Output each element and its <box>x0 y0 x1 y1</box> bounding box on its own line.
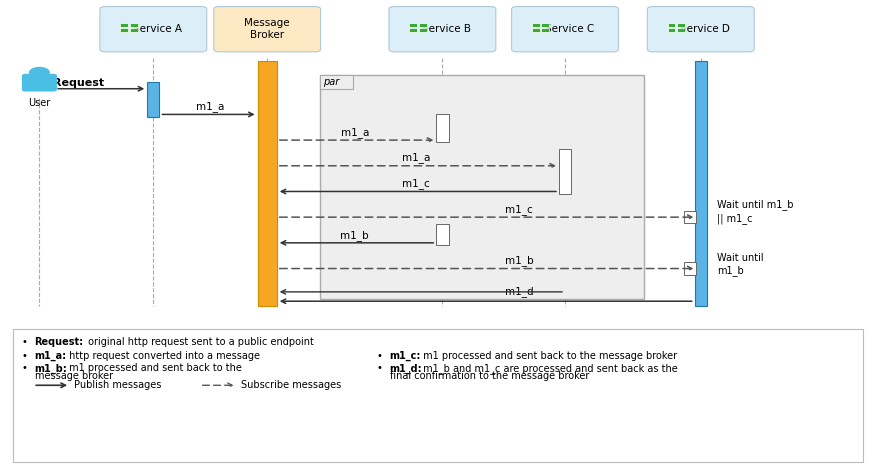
FancyBboxPatch shape <box>541 22 549 27</box>
Text: m1_b: m1_b <box>505 255 533 266</box>
FancyBboxPatch shape <box>100 7 207 52</box>
FancyBboxPatch shape <box>214 7 321 52</box>
Text: m1_b:: m1_b: <box>34 363 67 374</box>
Text: Wait until m1_b
|| m1_c: Wait until m1_b || m1_c <box>717 199 794 224</box>
FancyBboxPatch shape <box>120 28 128 32</box>
FancyBboxPatch shape <box>419 22 427 27</box>
Bar <box>147 82 159 117</box>
Text: Service C: Service C <box>545 24 594 34</box>
Text: •: • <box>377 351 385 361</box>
Text: m1 processed and sent back to the: m1 processed and sent back to the <box>66 363 242 373</box>
Text: Message
Broker: Message Broker <box>244 18 290 40</box>
Text: Service D: Service D <box>681 24 730 34</box>
Text: Service B: Service B <box>422 24 471 34</box>
Text: Service A: Service A <box>133 24 182 34</box>
Text: •: • <box>22 337 31 347</box>
Bar <box>320 75 353 89</box>
Text: http request converted into a message: http request converted into a message <box>66 351 259 361</box>
FancyBboxPatch shape <box>512 7 618 52</box>
Bar <box>258 61 277 306</box>
Text: Wait until
m1_b: Wait until m1_b <box>717 253 764 276</box>
Text: Subscribe messages: Subscribe messages <box>241 380 341 390</box>
Text: •: • <box>377 363 385 373</box>
Text: par: par <box>323 77 340 87</box>
FancyBboxPatch shape <box>409 22 417 27</box>
Text: m1 processed and sent back to the message broker: m1 processed and sent back to the messag… <box>420 351 678 361</box>
Text: m1_a: m1_a <box>196 101 224 112</box>
Bar <box>436 224 449 245</box>
Circle shape <box>29 67 50 78</box>
FancyBboxPatch shape <box>677 22 685 27</box>
Text: •: • <box>22 363 31 373</box>
Text: Publish messages: Publish messages <box>74 380 162 390</box>
Text: User: User <box>28 98 51 108</box>
FancyBboxPatch shape <box>541 28 549 32</box>
Text: •: • <box>22 351 31 361</box>
FancyBboxPatch shape <box>532 28 540 32</box>
FancyBboxPatch shape <box>419 28 427 32</box>
Text: m1_d:: m1_d: <box>389 363 421 374</box>
Text: m1_c: m1_c <box>402 178 430 189</box>
Bar <box>320 75 644 299</box>
Text: m1_a: m1_a <box>341 127 369 138</box>
Bar <box>559 149 571 194</box>
Bar <box>684 262 696 275</box>
FancyBboxPatch shape <box>389 7 496 52</box>
Bar <box>436 114 449 142</box>
FancyBboxPatch shape <box>532 22 540 27</box>
FancyBboxPatch shape <box>120 22 128 27</box>
Text: Request:: Request: <box>34 337 83 347</box>
Bar <box>684 211 696 223</box>
FancyBboxPatch shape <box>130 22 138 27</box>
FancyBboxPatch shape <box>130 28 138 32</box>
FancyBboxPatch shape <box>647 7 754 52</box>
FancyBboxPatch shape <box>668 28 675 32</box>
Text: m1_b: m1_b <box>341 230 369 241</box>
Text: m1_c: m1_c <box>505 204 533 215</box>
Bar <box>695 61 707 306</box>
Text: m1_d: m1_d <box>505 287 533 297</box>
FancyBboxPatch shape <box>409 28 417 32</box>
Bar <box>13 329 863 462</box>
Text: original http request sent to a public endpoint: original http request sent to a public e… <box>85 337 314 347</box>
Text: m1_a:: m1_a: <box>34 351 67 361</box>
Text: final confirmation to the message broker: final confirmation to the message broker <box>390 371 590 381</box>
FancyBboxPatch shape <box>668 22 675 27</box>
FancyBboxPatch shape <box>677 28 685 32</box>
Text: message broker: message broker <box>35 371 113 381</box>
Text: m1_a: m1_a <box>402 153 430 163</box>
Text: Request: Request <box>53 78 103 88</box>
FancyBboxPatch shape <box>22 74 57 92</box>
Text: m1_c:: m1_c: <box>389 351 420 361</box>
Text: m1_b and m1_c are processed and sent back as the: m1_b and m1_c are processed and sent bac… <box>420 363 678 374</box>
